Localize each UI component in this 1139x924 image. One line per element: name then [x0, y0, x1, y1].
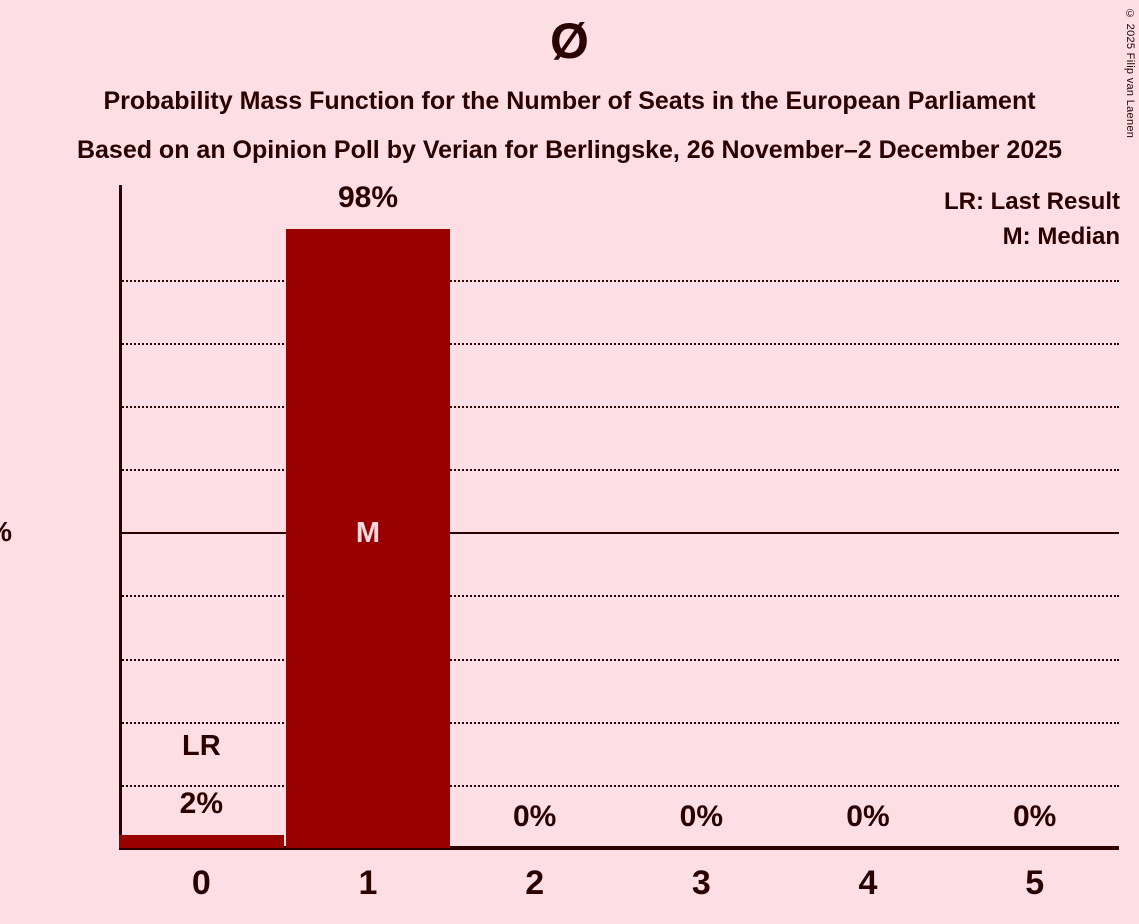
plot-area: [119, 185, 1119, 848]
x-axis-tick-3: 3: [691, 864, 711, 902]
chart-subtitle: Based on an Opinion Poll by Verian for B…: [76, 136, 1063, 164]
x-axis-tick-1: 1: [358, 864, 378, 902]
bar-1[interactable]: [285, 229, 451, 848]
gridline-30: [119, 658, 1119, 661]
gridline-80: [119, 342, 1119, 345]
gridline-40: [119, 595, 1119, 598]
marker-m-1: M: [355, 516, 381, 549]
copyright-notice: © 2025 Filip van Laenen: [1124, 8, 1136, 139]
legend-item-median: M: Median: [1002, 222, 1120, 250]
bar-value-label-3: 0%: [679, 800, 723, 833]
y-axis-tick-label: 50%: [0, 516, 12, 548]
bar-0[interactable]: [119, 835, 284, 848]
legend-item-last-result: LR: Last Result: [943, 188, 1120, 215]
bar-value-label-0: 2%: [179, 787, 223, 821]
bar-value-label-4: 0%: [846, 800, 890, 833]
marker-lr-0: LR: [181, 730, 221, 763]
x-axis-tick-2: 2: [525, 864, 545, 902]
bar-value-label-1: 98%: [337, 181, 398, 215]
chart-symbol-title: Ø: [550, 13, 589, 69]
gridline-20: [119, 721, 1119, 724]
bar-value-label-2: 0%: [512, 800, 557, 833]
x-axis-tick-4: 4: [858, 864, 878, 902]
y-axis-line: [119, 185, 122, 850]
gridline-90: [119, 279, 1119, 282]
chart-legend: LR: Last Result M: Median: [944, 185, 1120, 255]
bar-value-label-5: 0%: [1012, 800, 1057, 833]
gridline-10: [119, 784, 1119, 787]
x-axis-line: [119, 846, 1119, 850]
x-axis-tick-0: 0: [191, 864, 211, 902]
chart-title: Probability Mass Function for the Number…: [103, 87, 1036, 115]
x-axis-tick-5: 5: [1025, 864, 1045, 902]
gridline-60: [119, 469, 1119, 472]
gridline-70: [119, 406, 1119, 408]
gridline-50: [119, 532, 1119, 535]
